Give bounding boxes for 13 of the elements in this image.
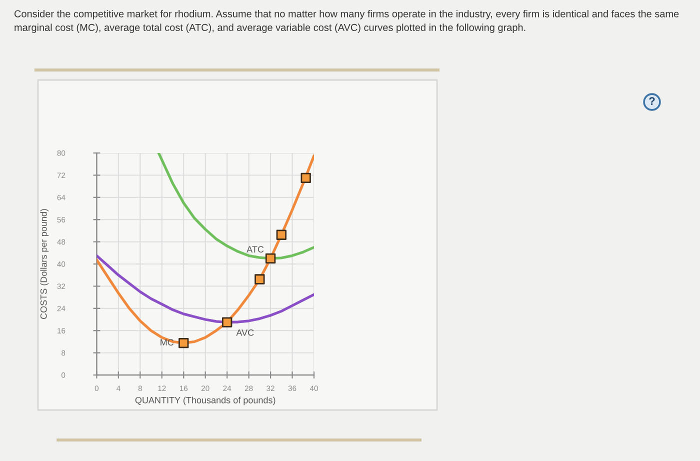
series-label: MC	[160, 339, 174, 346]
point	[254, 274, 265, 284]
point	[222, 317, 232, 328]
point	[265, 253, 276, 264]
point	[276, 230, 286, 240]
x-axis-title: QUANTITY (Thousands of pounds)	[135, 396, 276, 406]
point	[178, 338, 189, 348]
series-label: AVC	[236, 329, 254, 336]
text: ?	[649, 97, 655, 105]
y-axis-title: COSTS (Dollars per pound)	[40, 209, 49, 319]
text: Consider the competitive market for rhodium. Assume that no matter how many firms operate in the industry, every firm is identical and faces the same marginal cost (MC), average total cost (ATC), and average variable cost (AVC) curves plotted in the following graph.	[14, 10, 679, 33]
series-label: ATC	[246, 246, 264, 253]
point	[300, 172, 311, 184]
